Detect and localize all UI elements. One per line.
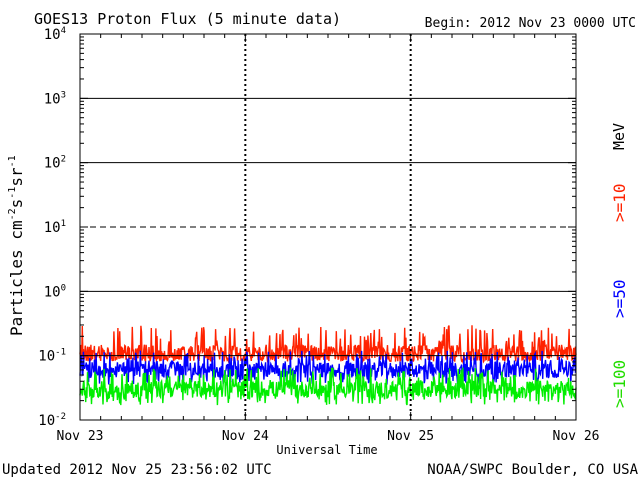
updated-timestamp: Updated 2012 Nov 25 23:56:02 UTC — [2, 462, 272, 478]
legend-series-ge10: >=10 — [610, 183, 629, 222]
series-line-2 — [79, 367, 577, 406]
x-tick-label-1: Nov 24 — [222, 429, 269, 444]
y-tick-label-6: 10-2 — [38, 412, 66, 429]
series-layer — [79, 325, 577, 406]
y-tick-label-4: 100 — [44, 283, 66, 300]
series-line-0 — [79, 325, 577, 365]
y-tick-label-5: 10-1 — [38, 348, 66, 365]
x-tick-label-2: Nov 25 — [387, 429, 434, 444]
y-tick-label-0: 104 — [44, 26, 66, 43]
y-tick-label-3: 101 — [44, 219, 66, 236]
x-axis-label: Universal Time — [276, 443, 377, 457]
x-tick-label-0: Nov 23 — [57, 429, 104, 444]
legend-series-ge100: >=100 — [610, 360, 629, 408]
legend-series-ge50: >=50 — [610, 279, 629, 318]
data-source: NOAA/SWPC Boulder, CO USA — [427, 462, 638, 478]
y-tick-label-2: 102 — [44, 155, 66, 172]
legend-unit-mev: MeV — [610, 123, 628, 150]
y-axis-label: Particles cm-2s-1sr-1 — [7, 155, 26, 336]
grid-layer — [80, 34, 576, 420]
chart-title: GOES13 Proton Flux (5 minute data) — [34, 10, 341, 28]
begin-label: Begin: 2012 Nov 23 0000 UTC — [425, 16, 636, 31]
y-tick-label-1: 103 — [44, 90, 66, 107]
x-tick-label-3: Nov 26 — [553, 429, 600, 444]
